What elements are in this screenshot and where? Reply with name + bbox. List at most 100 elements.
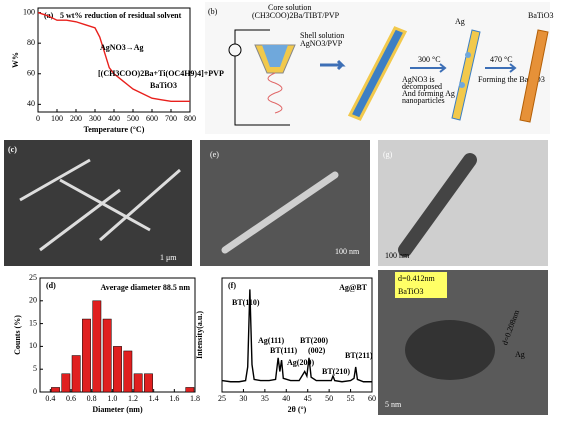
arrow bbox=[485, 63, 517, 73]
y-tick-label: 100 bbox=[23, 7, 35, 16]
x-tick-label: 0.8 bbox=[87, 394, 97, 403]
label: (CH3COO)2Ba/TIBT/PVP bbox=[252, 11, 340, 20]
annotation: BaTiO3 bbox=[150, 81, 177, 90]
schematic: (b) Core solution (CH3COO)2Ba/TIBT/PVP S… bbox=[205, 2, 554, 134]
y-tick-label: 0 bbox=[33, 387, 37, 396]
image-c bbox=[4, 140, 192, 266]
annotation: d=0.412nm bbox=[398, 274, 436, 283]
panel-label: (d) bbox=[46, 281, 56, 290]
panel-label: (g) bbox=[383, 150, 393, 159]
fiber bbox=[398, 153, 477, 257]
x-axis-label: Diameter (nm) bbox=[92, 405, 143, 414]
scale-label: 1 μm bbox=[160, 253, 177, 262]
label: AgNO3/PVP bbox=[300, 39, 343, 48]
micrographs: (c) 1 μm (e) 100 nm (g) 100 nm d=0.412nm… bbox=[4, 140, 548, 415]
label: BaTiO3 bbox=[528, 11, 554, 20]
x-axis-label: Temperature (°C) bbox=[84, 125, 145, 134]
y-tick-label: 15 bbox=[29, 318, 37, 327]
x-tick-label: 800 bbox=[184, 114, 196, 123]
panel-label: (a) bbox=[44, 11, 54, 20]
label: AgNO3 is bbox=[402, 75, 435, 84]
x-tick-label: 500 bbox=[127, 114, 139, 123]
arrow bbox=[320, 59, 346, 71]
y-tick-label: 5 bbox=[33, 364, 37, 373]
label: Ag bbox=[455, 17, 465, 26]
annotation: BT(200) bbox=[300, 336, 328, 345]
label: Forming the BaTiO3 bbox=[478, 75, 545, 84]
plot-frame bbox=[37, 7, 191, 113]
x-tick-label: 400 bbox=[108, 114, 120, 123]
chart-title: Ag@BT bbox=[339, 283, 368, 292]
bar bbox=[113, 346, 122, 393]
annotation: BT(211) bbox=[345, 351, 373, 360]
x-tick-label: 45 bbox=[304, 394, 312, 403]
annotation: Ag bbox=[515, 350, 525, 359]
bar bbox=[82, 318, 91, 393]
x-tick-label: 25 bbox=[218, 394, 226, 403]
wire bbox=[234, 29, 290, 126]
y-axis-label: W% bbox=[11, 52, 20, 68]
label: And forming Ag bbox=[402, 89, 455, 98]
annotation: BT(111) bbox=[270, 346, 297, 355]
jet bbox=[267, 72, 283, 114]
x-tick-label: 1.6 bbox=[169, 394, 179, 403]
annotation: BT(210) bbox=[322, 367, 350, 376]
label: 300 °C bbox=[418, 55, 441, 64]
x-tick-label: 50 bbox=[325, 394, 333, 403]
fibers bbox=[19, 158, 181, 252]
x-tick-label: 0.6 bbox=[66, 394, 76, 403]
bar bbox=[102, 318, 112, 393]
label: nanoparticles bbox=[402, 96, 445, 105]
scale-label: 5 nm bbox=[385, 400, 402, 409]
bar bbox=[61, 373, 71, 393]
annotation: AgNO3→Ag bbox=[100, 43, 144, 52]
bar bbox=[185, 387, 195, 393]
core bbox=[262, 45, 288, 67]
x-tick-label: 30 bbox=[239, 394, 247, 403]
annotation: Ag(111) bbox=[258, 336, 285, 345]
bar bbox=[71, 355, 81, 393]
x-tick-label: 1.0 bbox=[107, 394, 117, 403]
x-tick-label: 1.4 bbox=[149, 394, 159, 403]
annotation: Ag(200) bbox=[287, 358, 314, 367]
fiber bbox=[519, 29, 549, 123]
bar bbox=[144, 373, 153, 393]
y-tick-label: 20 bbox=[29, 296, 37, 305]
annotation: (002) bbox=[308, 346, 326, 355]
data-line bbox=[221, 289, 372, 383]
x-tick-label: 0 bbox=[36, 114, 40, 123]
label: 470 °C bbox=[490, 55, 513, 64]
y-tick-label: 25 bbox=[29, 273, 37, 282]
panel-label: (f) bbox=[228, 281, 236, 290]
annotation: BaTiO3 bbox=[398, 287, 424, 296]
annotation: [(CH3COO)2Ba+Ti(OC4H9)4]+PVP bbox=[98, 69, 224, 78]
label: Core solution bbox=[268, 3, 311, 12]
scale-label: 100 nm bbox=[335, 247, 360, 256]
arrow bbox=[410, 63, 447, 73]
x-axis-label: 2θ (°) bbox=[288, 405, 307, 414]
y-tick-label: 60 bbox=[27, 69, 35, 78]
x-tick-label: 700 bbox=[165, 114, 177, 123]
y-tick-label: 10 bbox=[29, 341, 37, 350]
x-tick-label: 60 bbox=[368, 394, 376, 403]
x-tick-label: 0.4 bbox=[45, 394, 55, 403]
bar bbox=[133, 373, 143, 393]
fiber bbox=[451, 29, 481, 121]
x-tick-label: 55 bbox=[347, 394, 355, 403]
bar bbox=[51, 387, 60, 393]
annotation: 5 wt% reduction of residual solvent bbox=[60, 11, 182, 20]
label: decomposed bbox=[402, 82, 442, 91]
y-tick-label: 40 bbox=[27, 99, 35, 108]
x-tick-label: 600 bbox=[146, 114, 158, 123]
y-axis-label: Counts (%) bbox=[13, 315, 22, 355]
chart-title: Average diameter 88.5 nm bbox=[101, 283, 191, 292]
grain bbox=[405, 320, 495, 380]
note-box bbox=[395, 272, 447, 298]
bar bbox=[92, 300, 102, 393]
x-tick-label: 100 bbox=[51, 114, 63, 123]
bar bbox=[123, 350, 133, 393]
x-tick-label: 1.2 bbox=[128, 394, 138, 403]
fiber bbox=[221, 171, 339, 254]
label: Shell solution bbox=[300, 31, 344, 40]
